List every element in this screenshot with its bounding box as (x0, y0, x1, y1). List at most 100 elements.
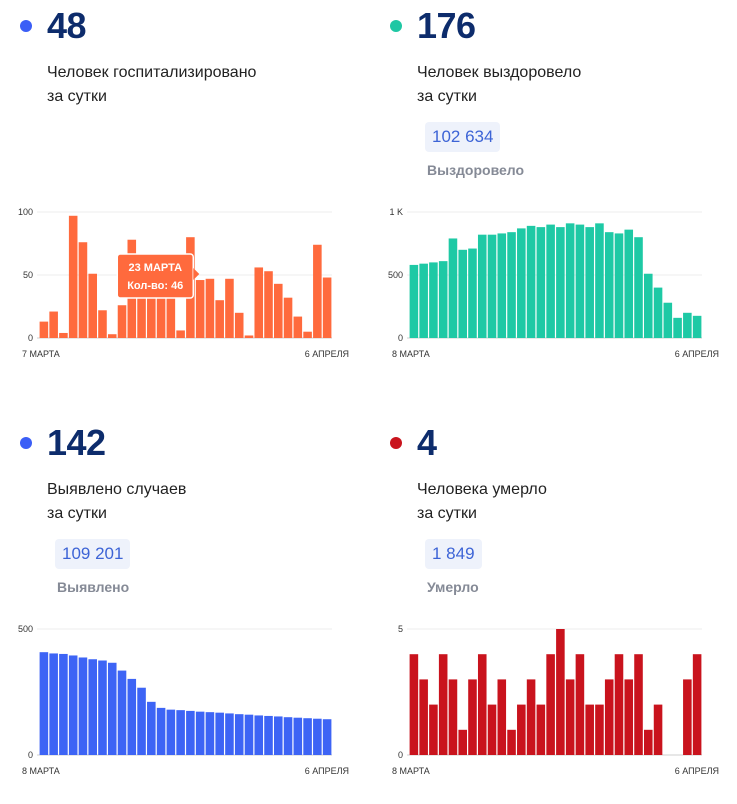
deaths-chart[interactable]: 0 5 8 МАРТА 6 АПРЕЛЯ (384, 617, 729, 782)
bar[interactable] (137, 687, 146, 755)
bar[interactable] (468, 248, 477, 338)
bar[interactable] (264, 271, 273, 338)
bar[interactable] (429, 704, 438, 755)
bar[interactable] (49, 653, 58, 755)
bar[interactable] (624, 229, 634, 338)
bar[interactable] (147, 259, 156, 338)
bar[interactable] (215, 300, 224, 338)
bar[interactable] (215, 712, 224, 755)
bar[interactable] (303, 331, 312, 338)
bar[interactable] (39, 321, 49, 338)
bar[interactable] (624, 679, 634, 755)
bar[interactable] (274, 716, 283, 755)
bar[interactable] (59, 653, 68, 755)
bar[interactable] (653, 287, 663, 338)
bar[interactable] (536, 227, 546, 338)
bar[interactable] (195, 711, 205, 755)
bar[interactable] (244, 714, 254, 755)
bar[interactable] (546, 224, 555, 338)
bar[interactable] (409, 264, 419, 338)
bar[interactable] (244, 335, 254, 338)
bar[interactable] (585, 227, 594, 338)
bar[interactable] (59, 332, 68, 338)
bar[interactable] (458, 729, 467, 755)
bar[interactable] (429, 262, 438, 338)
bar[interactable] (283, 297, 293, 338)
bar[interactable] (127, 678, 137, 755)
bar[interactable] (438, 654, 448, 755)
bar[interactable] (409, 654, 419, 755)
bar[interactable] (663, 302, 673, 338)
bar[interactable] (556, 629, 565, 755)
bar[interactable] (234, 714, 244, 755)
bar[interactable] (565, 223, 575, 338)
bar[interactable] (683, 679, 692, 755)
bar[interactable] (78, 657, 88, 755)
bar[interactable] (234, 312, 244, 338)
bar[interactable] (546, 654, 555, 755)
bar[interactable] (487, 234, 497, 338)
bar[interactable] (225, 713, 234, 755)
bar[interactable] (156, 262, 166, 338)
bar[interactable] (147, 701, 156, 755)
hospitalized-chart[interactable]: 0 50 100 7 МАРТА 6 АПРЕЛЯ 23 МАРТА Кол-во: 46 (14, 200, 359, 365)
bar[interactable] (137, 266, 146, 338)
bar[interactable] (39, 652, 49, 755)
bar[interactable] (468, 679, 477, 755)
bar[interactable] (88, 659, 97, 755)
bar[interactable] (438, 261, 448, 338)
bar[interactable] (117, 670, 127, 755)
bar[interactable] (507, 729, 516, 755)
bar[interactable] (117, 305, 127, 338)
cases-chart[interactable]: 0 500 8 МАРТА 6 АПРЕЛЯ (14, 617, 359, 782)
bar[interactable] (176, 330, 185, 338)
bar[interactable] (507, 232, 516, 338)
bar[interactable] (274, 283, 283, 338)
bar[interactable] (322, 277, 332, 338)
bar[interactable] (604, 679, 614, 755)
bar[interactable] (585, 704, 594, 755)
bar[interactable] (303, 718, 312, 755)
bar[interactable] (419, 679, 428, 755)
bar[interactable] (98, 310, 107, 338)
bar[interactable] (595, 704, 604, 755)
bar[interactable] (526, 679, 536, 755)
bar[interactable] (419, 263, 428, 338)
bar[interactable] (166, 268, 176, 338)
bar[interactable] (526, 225, 536, 338)
bar[interactable] (683, 312, 692, 338)
bar[interactable] (68, 655, 78, 755)
bar[interactable] (293, 717, 303, 755)
bar[interactable] (107, 334, 117, 338)
bar[interactable] (614, 233, 624, 338)
bar[interactable] (49, 311, 58, 338)
bar[interactable] (293, 316, 303, 338)
bar[interactable] (604, 232, 614, 338)
bar[interactable] (634, 237, 643, 338)
bar[interactable] (517, 228, 526, 338)
bar[interactable] (477, 654, 487, 755)
bar[interactable] (556, 227, 565, 338)
bar[interactable] (692, 315, 702, 338)
bar[interactable] (644, 729, 653, 755)
bar[interactable] (477, 234, 487, 338)
bar[interactable] (634, 654, 643, 755)
bar[interactable] (458, 249, 467, 338)
bar[interactable] (448, 238, 458, 338)
bar[interactable] (497, 233, 507, 338)
bar[interactable] (644, 273, 653, 338)
bar[interactable] (565, 679, 575, 755)
bar[interactable] (283, 717, 293, 755)
bar[interactable] (254, 267, 264, 338)
bar[interactable] (595, 223, 604, 338)
bar[interactable] (166, 709, 176, 755)
bar[interactable] (536, 704, 546, 755)
bar[interactable] (107, 662, 117, 755)
bar[interactable] (653, 704, 663, 755)
bar[interactable] (186, 710, 195, 755)
bar[interactable] (176, 710, 185, 755)
recovered-chart[interactable]: 0 500 1 K 8 МАРТА 6 АПРЕЛЯ (384, 200, 729, 365)
bar[interactable] (448, 679, 458, 755)
bar[interactable] (575, 654, 585, 755)
bar[interactable] (225, 278, 234, 338)
